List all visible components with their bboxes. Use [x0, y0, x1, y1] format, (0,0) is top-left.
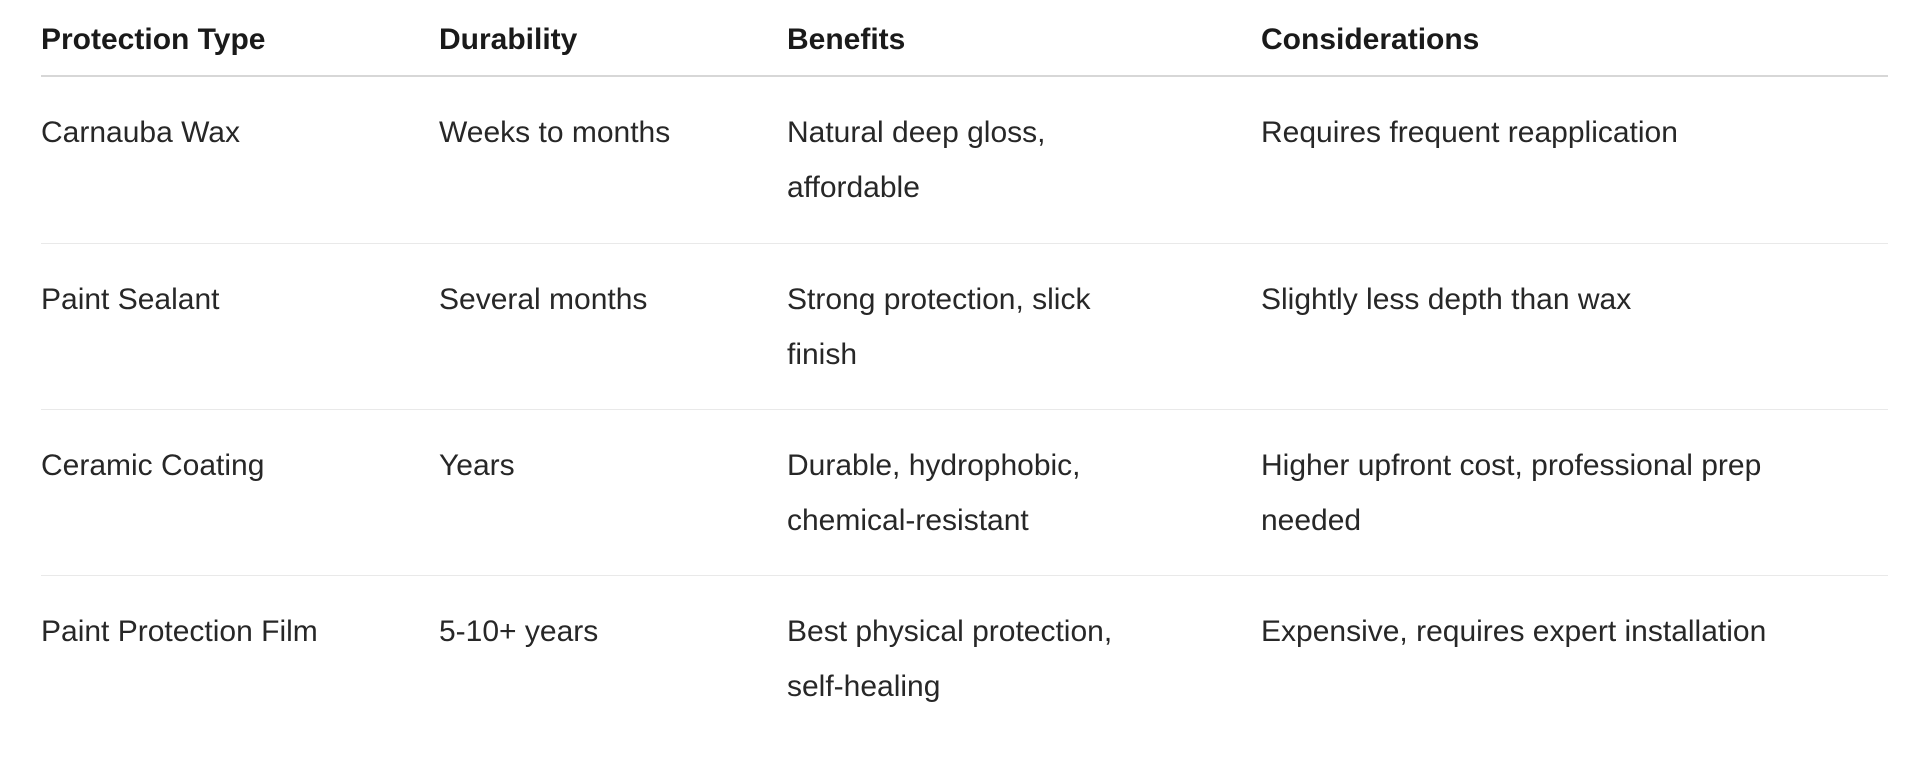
- cell-protection-type: Carnauba Wax: [41, 116, 240, 149]
- cell-benefits: Best physical protection, self-healing: [787, 615, 1113, 703]
- cell-benefits: Strong protection, slick finish: [787, 283, 1091, 371]
- cell-durability: Years: [439, 449, 515, 482]
- cell-protection-type: Paint Sealant: [41, 283, 220, 316]
- cell-durability: Several months: [439, 283, 648, 316]
- table-row-paint-sealant: Paint Sealant Several months Strong prot…: [41, 243, 1888, 409]
- table-row-paint-protection-film: Paint Protection Film 5-10+ years Best p…: [41, 575, 1888, 741]
- cell-considerations: Expensive, requires expert installation: [1261, 615, 1767, 648]
- cell-considerations: Higher upfront cost, professional prep n…: [1261, 449, 1762, 537]
- cell-considerations: Requires frequent reapplication: [1261, 116, 1678, 149]
- cell-durability: 5-10+ years: [439, 615, 599, 648]
- table-header-row: Protection Type Durability Benefits Cons…: [41, 0, 1888, 77]
- column-header-durability: Durability: [439, 23, 578, 56]
- column-header-protection-type: Protection Type: [41, 23, 266, 56]
- column-header-benefits: Benefits: [787, 23, 906, 56]
- cell-protection-type: Ceramic Coating: [41, 449, 265, 482]
- cell-considerations: Slightly less depth than wax: [1261, 283, 1632, 316]
- cell-durability: Weeks to months: [439, 116, 671, 149]
- cell-benefits: Natural deep gloss, affordable: [787, 116, 1046, 204]
- table-row-carnauba-wax: Carnauba Wax Weeks to months Natural dee…: [41, 77, 1888, 243]
- protection-comparison-table: Protection Type Durability Benefits Cons…: [41, 0, 1888, 741]
- cell-benefits: Durable, hydrophobic, chemical-resistant: [787, 449, 1081, 537]
- table-row-ceramic-coating: Ceramic Coating Years Durable, hydrophob…: [41, 409, 1888, 575]
- cell-protection-type: Paint Protection Film: [41, 615, 318, 648]
- column-header-considerations: Considerations: [1261, 23, 1480, 56]
